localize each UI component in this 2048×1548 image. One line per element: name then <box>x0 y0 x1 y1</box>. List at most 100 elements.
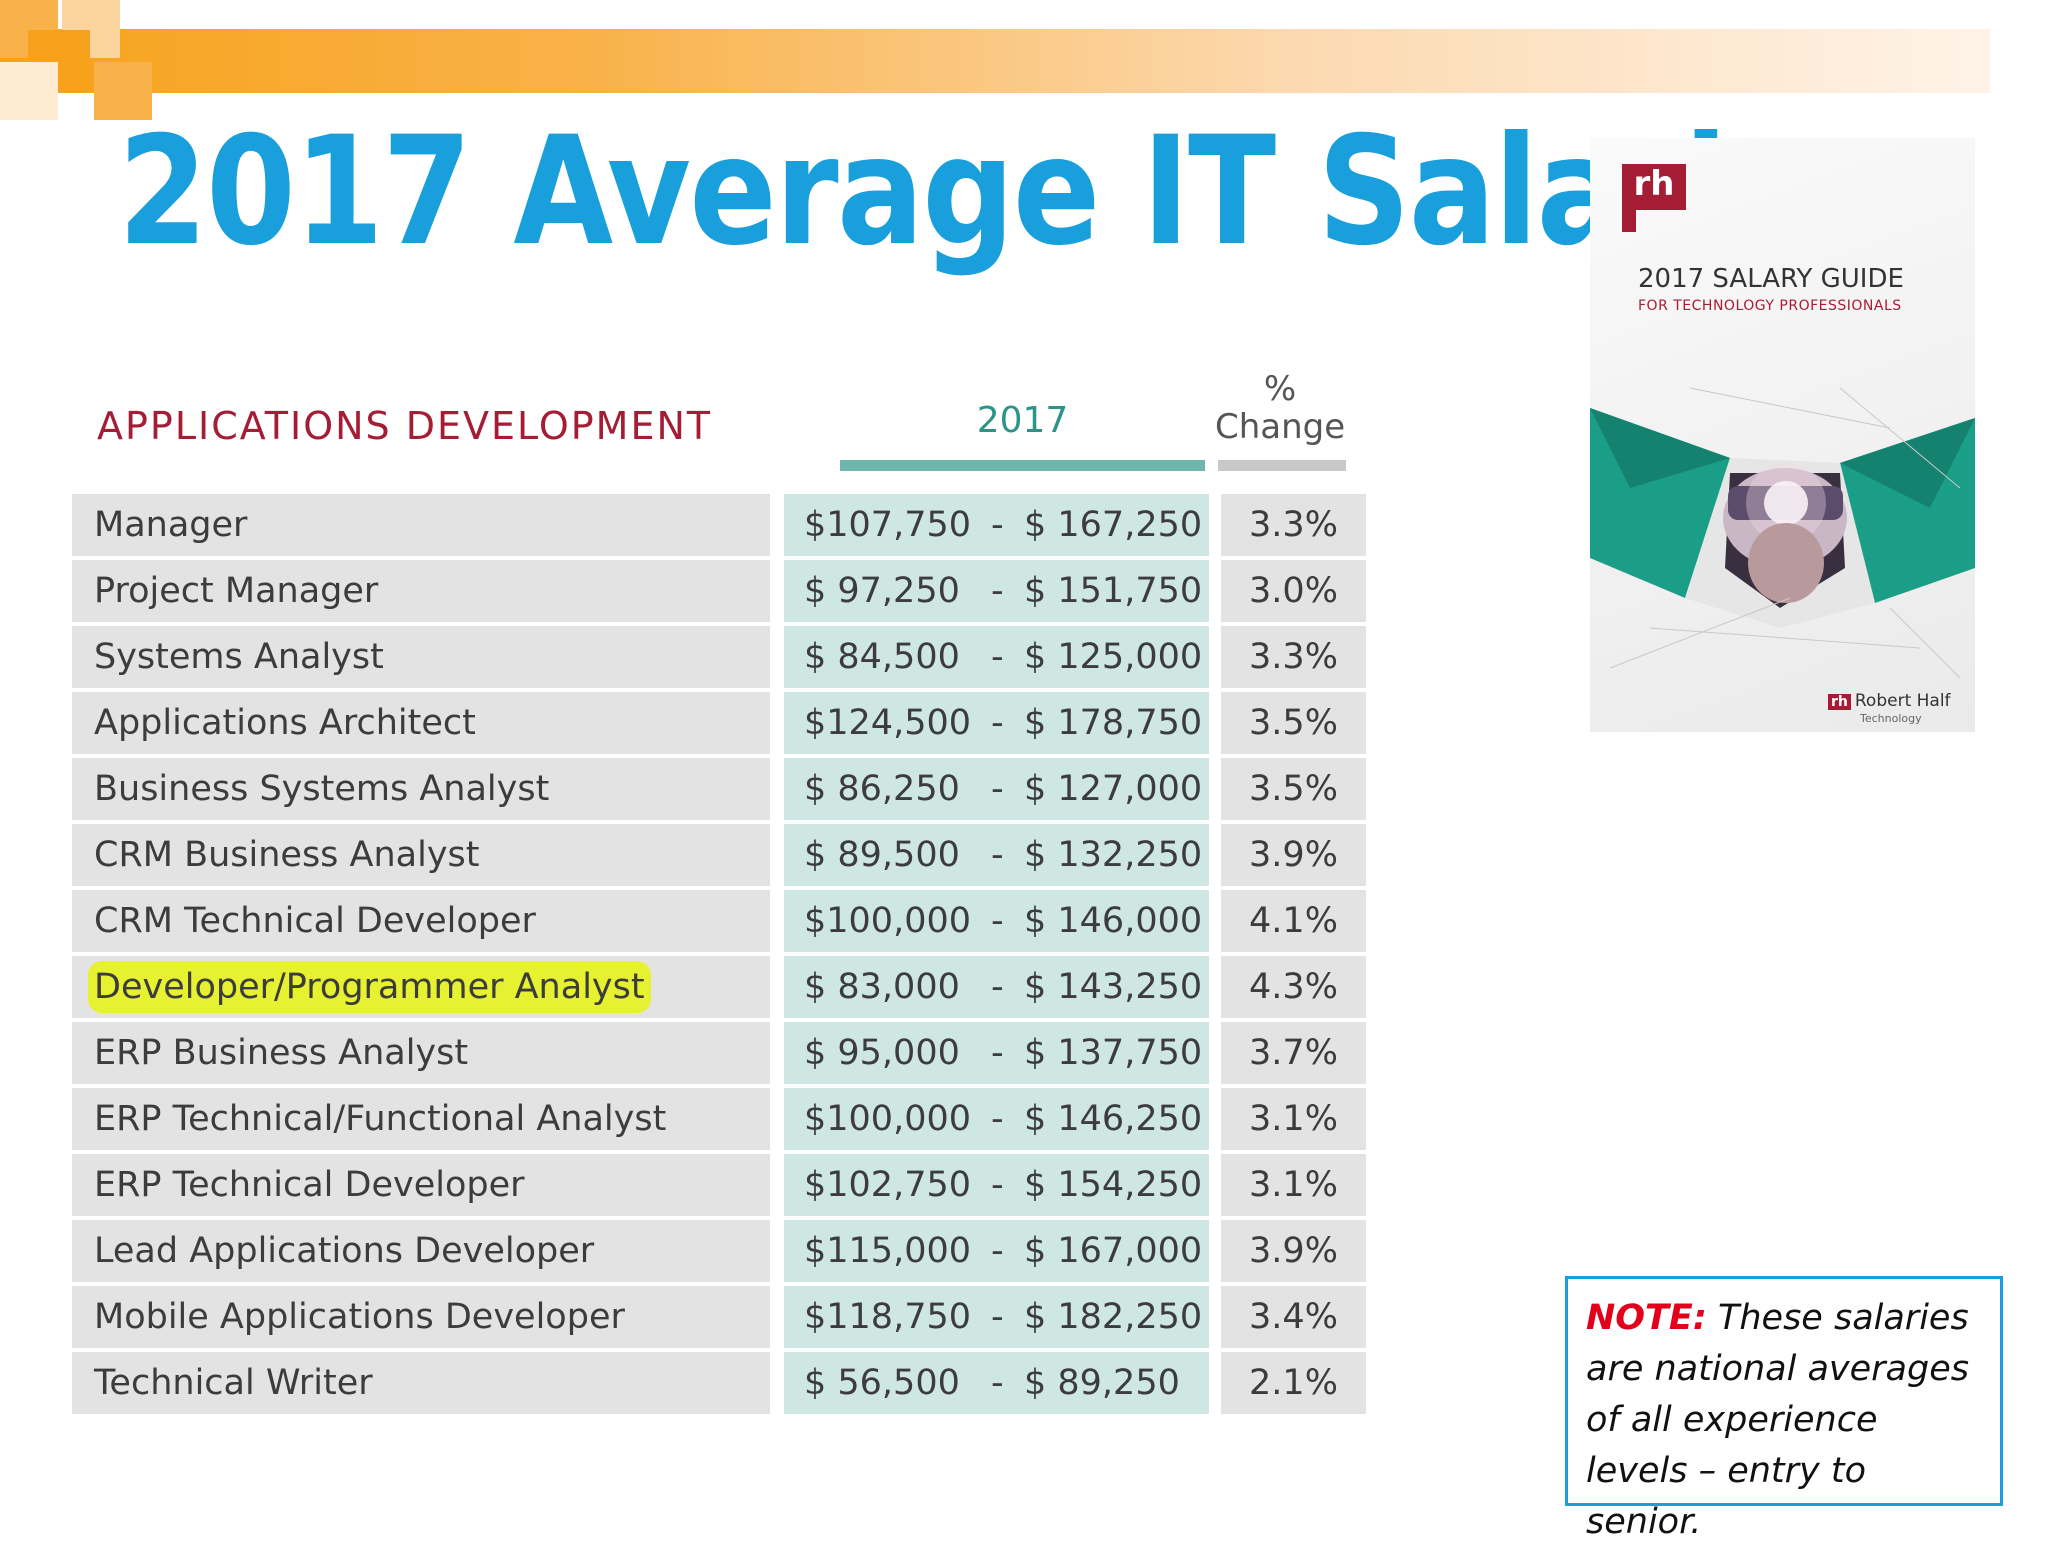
cover-subtitle: FOR TECHNOLOGY PROFESSIONALS <box>1638 298 1902 314</box>
salary-guide-cover: rh 2017 SALARY GUIDE FOR TECHNOLOGY PROF… <box>1590 138 1975 732</box>
range-separator: - <box>991 637 1004 677</box>
percent-change-cell: 3.5% <box>1221 758 1366 820</box>
salary-high: $ 154,250 <box>1024 1165 1203 1205</box>
job-title: Manager <box>94 505 248 545</box>
salary-low: $ 95,000 <box>804 1033 960 1073</box>
salary-low: $ 97,250 <box>804 571 960 611</box>
salary-high: $ 125,000 <box>1024 637 1203 677</box>
salary-range-cell: $ 84,500- $ 125,000 <box>784 626 1209 688</box>
table-row: ERP Business Analyst $ 95,000- $ 137,750 3.… <box>72 1022 1372 1084</box>
percent-change-cell: 3.1% <box>1221 1088 1366 1150</box>
salary-low: $100,000 <box>804 901 972 941</box>
salary-range-cell: $107,750- $ 167,250 <box>784 494 1209 556</box>
range-separator: - <box>991 1033 1004 1073</box>
percent-change-cell: 3.1% <box>1221 1154 1366 1216</box>
range-separator: - <box>991 1099 1004 1139</box>
note-box: NOTE: These salaries are national averag… <box>1565 1276 2003 1542</box>
table-row: CRM Technical Developer $100,000- $ 146,00… <box>72 890 1372 952</box>
percent-change-cell: 3.9% <box>1221 824 1366 886</box>
job-title-cell: Business Systems Analyst <box>72 758 770 820</box>
job-title-cell: Developer/Programmer Analyst <box>72 956 770 1018</box>
percent-change-cell: 2.1% <box>1221 1352 1366 1414</box>
percent-change-cell: 3.9% <box>1221 1220 1366 1282</box>
salary-low: $124,500 <box>804 703 972 743</box>
cover-brand-sub: Technology <box>1860 712 1922 725</box>
percent-change-cell: 3.5% <box>1221 692 1366 754</box>
table-row: Project Manager $ 97,250- $ 151,750 3.0% <box>72 560 1372 622</box>
range-separator: - <box>991 901 1004 941</box>
salary-low: $100,000 <box>804 1099 972 1139</box>
salary-low: $107,750 <box>804 505 972 545</box>
job-title: CRM Technical Developer <box>94 901 536 941</box>
column-header-change-symbol: % <box>1263 369 1297 409</box>
column-header-year: 2017 <box>976 400 1069 441</box>
table-row: Lead Applications Developer $115,000- $ 16… <box>72 1220 1372 1282</box>
cover-artwork-image <box>1590 387 1975 679</box>
cover-brand-name: Robert Half <box>1854 691 1951 711</box>
column-header-change-label: Change <box>1215 407 1346 447</box>
job-title-cell: Technical Writer <box>72 1352 770 1414</box>
job-title: Developer/Programmer Analyst <box>94 967 645 1007</box>
salary-range-cell: $115,000- $ 167,000 <box>784 1220 1209 1282</box>
salary-high: $ 167,250 <box>1024 505 1203 545</box>
table-row: Mobile Applications Developer $118,750- $ … <box>72 1286 1372 1348</box>
percent-change-cell: 3.7% <box>1221 1022 1366 1084</box>
salary-low: $ 84,500 <box>804 637 960 677</box>
salary-high: $ 146,000 <box>1024 901 1203 941</box>
job-title: Project Manager <box>94 571 379 611</box>
salary-low: $118,750 <box>804 1297 972 1337</box>
range-separator: - <box>991 1363 1004 1403</box>
range-separator: - <box>991 703 1004 743</box>
table-row: ERP Technical Developer $102,750- $ 154,25… <box>72 1154 1372 1216</box>
salary-range-cell: $124,500- $ 178,750 <box>784 692 1209 754</box>
job-title-cell: Systems Analyst <box>72 626 770 688</box>
job-title-cell: Project Manager <box>72 560 770 622</box>
salary-range-cell: $ 83,000- $ 143,250 <box>784 956 1209 1018</box>
table-row: CRM Business Analyst $ 89,500- $ 132,250 3.… <box>72 824 1372 886</box>
salary-low: $ 89,500 <box>804 835 960 875</box>
table-row: Systems Analyst $ 84,500- $ 125,000 3.3% <box>72 626 1372 688</box>
job-title-cell: Lead Applications Developer <box>72 1220 770 1282</box>
job-title-cell: ERP Business Analyst <box>72 1022 770 1084</box>
salary-range-cell: $100,000- $ 146,000 <box>784 890 1209 952</box>
salary-range-cell: $ 97,250- $ 151,750 <box>784 560 1209 622</box>
note-text: These salaries are national averages of … <box>1586 1298 1969 1542</box>
salary-low: $ 86,250 <box>804 769 960 809</box>
salary-high: $ 146,250 <box>1024 1099 1203 1139</box>
range-separator: - <box>991 1165 1004 1205</box>
range-separator: - <box>991 505 1004 545</box>
salary-high: $ 137,750 <box>1024 1033 1203 1073</box>
salary-high: $ 127,000 <box>1024 769 1203 809</box>
rh-logo-stem <box>1622 210 1636 232</box>
table-row: Developer/Programmer Analyst $ 83,000- $ 1… <box>72 956 1372 1018</box>
column-header-change: % Change <box>1215 370 1345 446</box>
salary-range-cell: $ 89,500- $ 132,250 <box>784 824 1209 886</box>
job-title: ERP Technical/Functional Analyst <box>94 1099 667 1139</box>
column-header-year-bar <box>840 460 1205 471</box>
range-separator: - <box>991 571 1004 611</box>
job-title-cell: CRM Business Analyst <box>72 824 770 886</box>
range-separator: - <box>991 1297 1004 1337</box>
salary-range-cell: $102,750- $ 154,250 <box>784 1154 1209 1216</box>
job-title: Applications Architect <box>94 703 476 743</box>
salary-range-cell: $ 86,250- $ 127,000 <box>784 758 1209 820</box>
range-separator: - <box>991 769 1004 809</box>
job-title-cell: ERP Technical/Functional Analyst <box>72 1088 770 1150</box>
job-title-cell: Manager <box>72 494 770 556</box>
salary-range-cell: $ 56,500- $ 89,250 <box>784 1352 1209 1414</box>
section-heading: APPLICATIONS DEVELOPMENT <box>97 404 713 448</box>
salary-range-cell: $ 95,000- $ 137,750 <box>784 1022 1209 1084</box>
salary-range-cell: $100,000- $ 146,250 <box>784 1088 1209 1150</box>
salary-low: $102,750 <box>804 1165 972 1205</box>
salary-high: $ 151,750 <box>1024 571 1203 611</box>
percent-change-cell: 4.3% <box>1221 956 1366 1018</box>
job-title-cell: CRM Technical Developer <box>72 890 770 952</box>
salary-high: $ 182,250 <box>1024 1297 1203 1337</box>
percent-change-cell: 3.4% <box>1221 1286 1366 1348</box>
job-title: ERP Business Analyst <box>94 1033 469 1073</box>
table-row: ERP Technical/Functional Analyst $100,000… <box>72 1088 1372 1150</box>
table-row: Applications Architect $124,500- $ 178,750… <box>72 692 1372 754</box>
percent-change-cell: 3.0% <box>1221 560 1366 622</box>
table-row: Manager $107,750- $ 167,250 3.3% <box>72 494 1372 556</box>
salary-low: $ 56,500 <box>804 1363 960 1403</box>
